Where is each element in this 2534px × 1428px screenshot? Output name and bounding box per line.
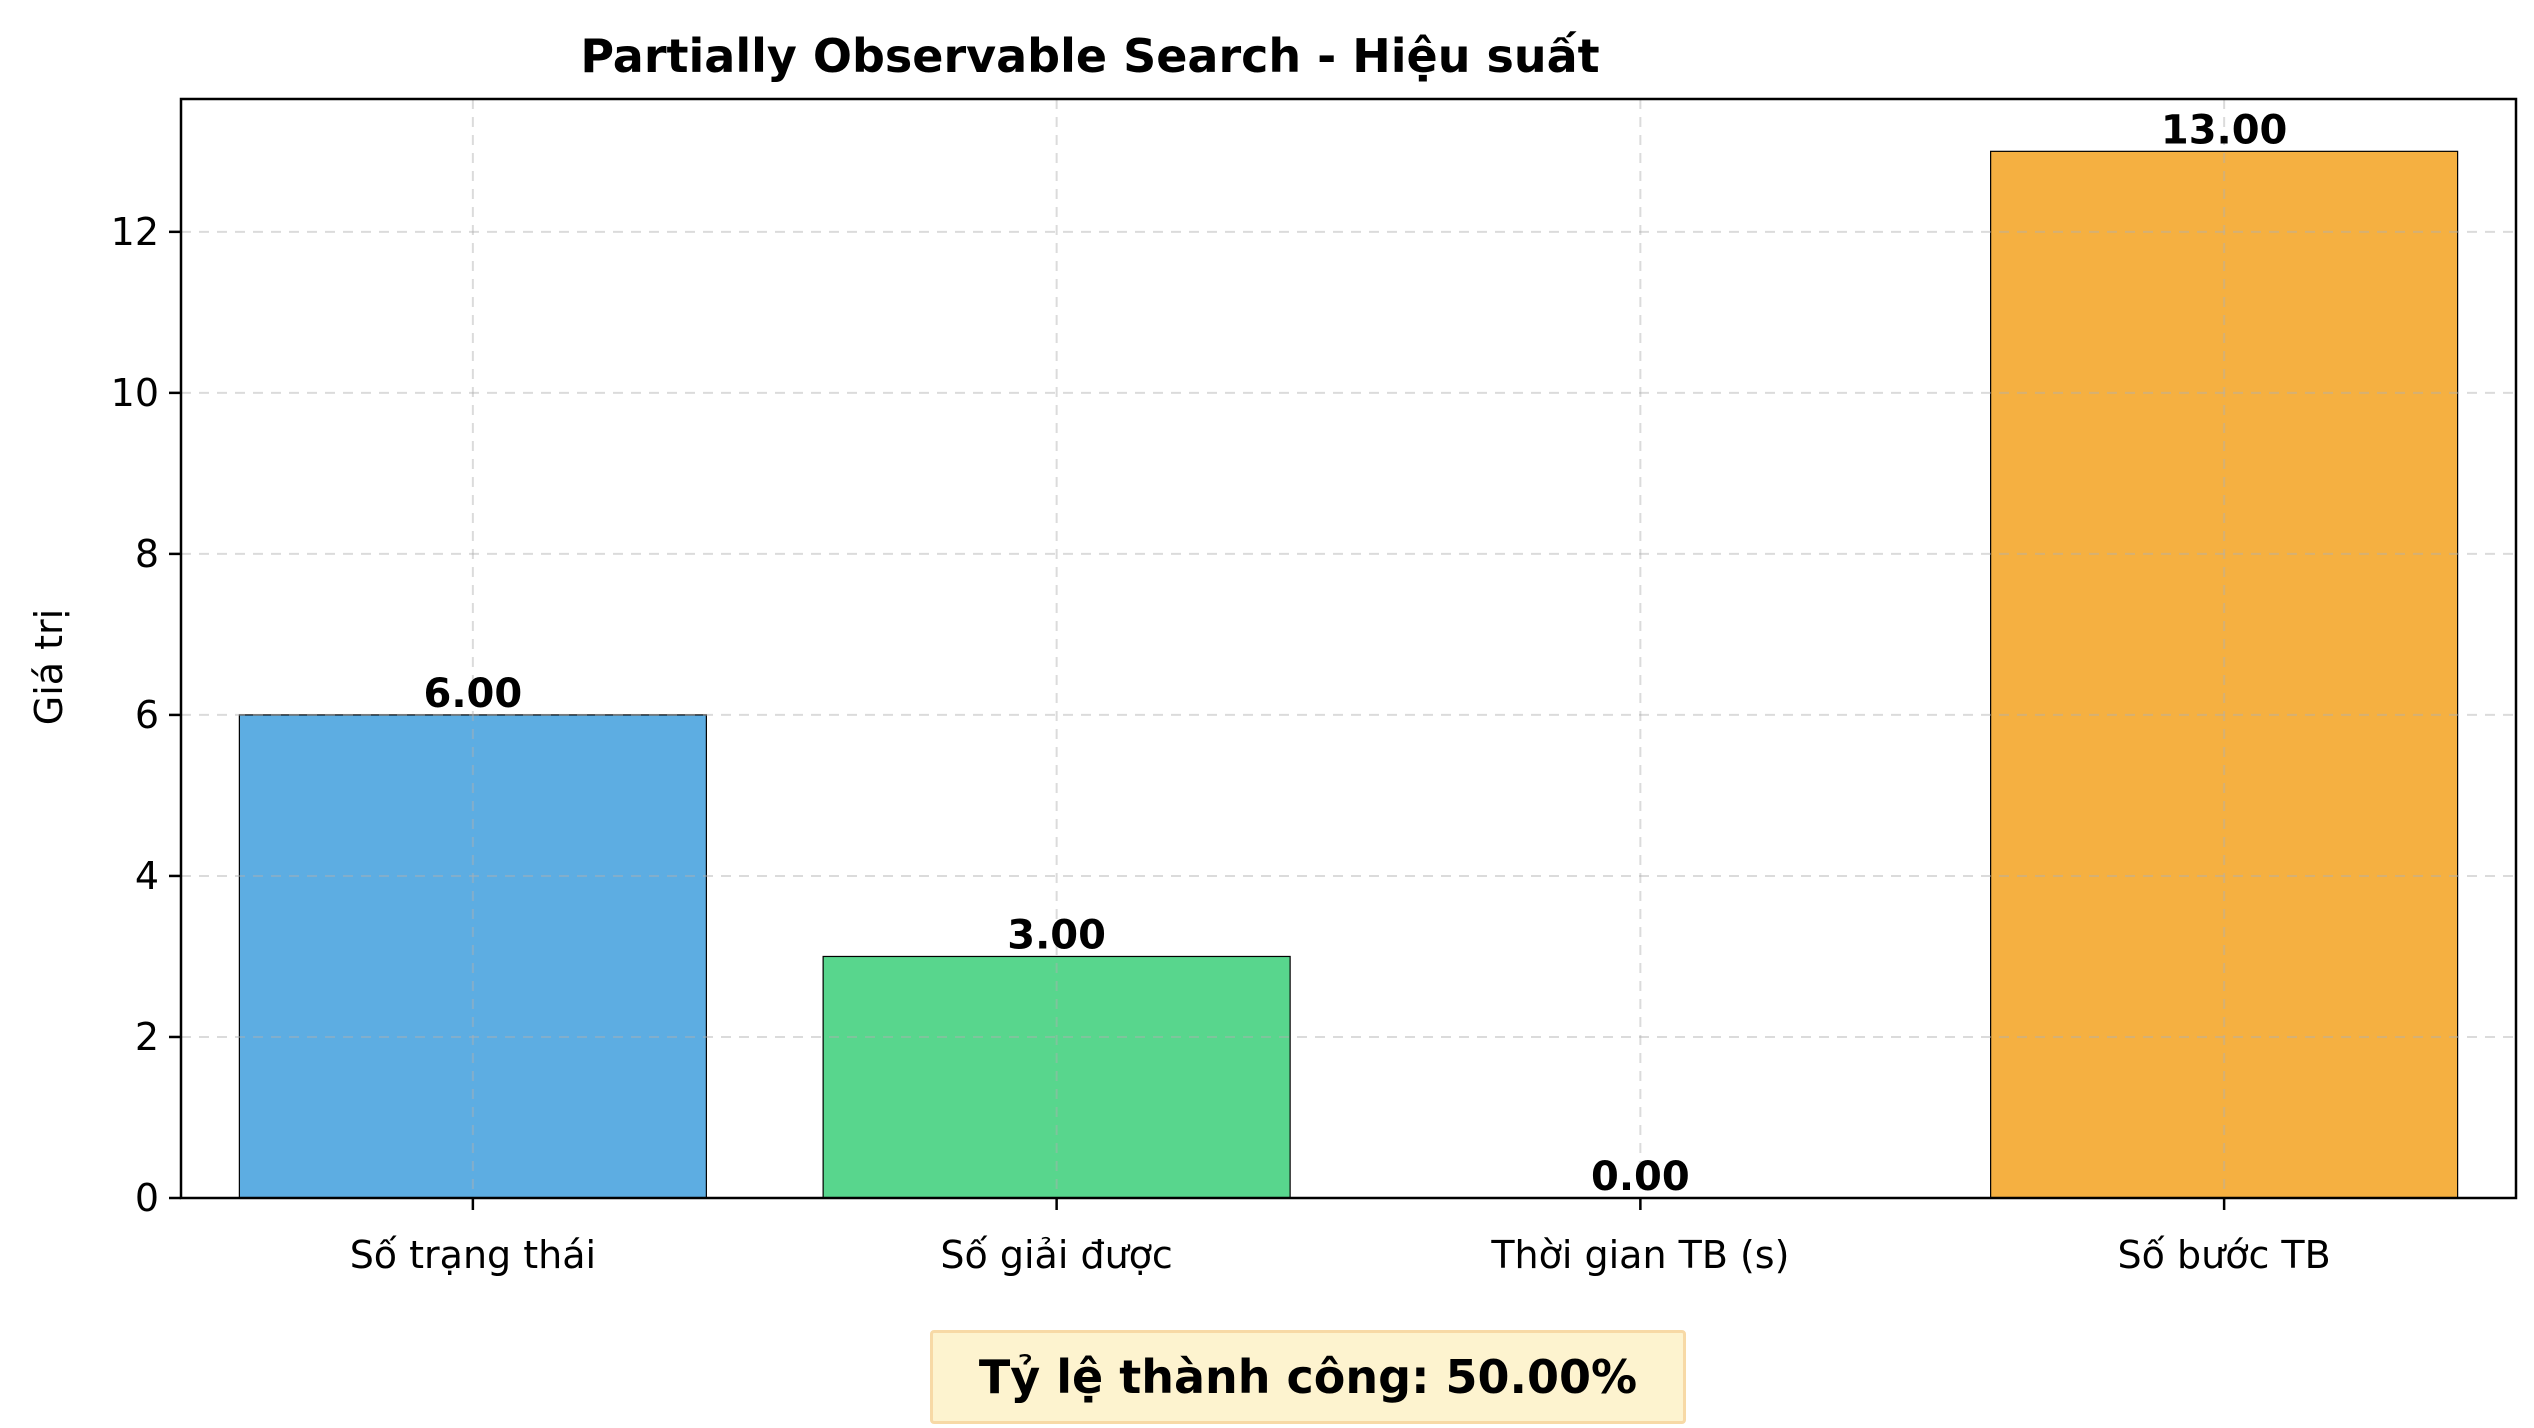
bar-chart: Partially Observable Search - Hiệu suất … — [27, 29, 2518, 1277]
bar-value-label: 6.00 — [424, 671, 523, 717]
bar — [822, 955, 1291, 1199]
x-tick-label: Thời gian TB (s) — [1490, 1233, 1789, 1277]
success-rate-text: Tỷ lệ thành công: 50.00% — [978, 1350, 1638, 1404]
bar-value-label: 0.00 — [1591, 1154, 1690, 1200]
x-tick-label: Số trạng thái — [350, 1233, 596, 1277]
y-tick-label: 2 — [135, 1015, 159, 1059]
bar-value-label: 13.00 — [2161, 107, 2288, 153]
y-tick-label: 12 — [111, 210, 159, 254]
y-tick-label: 4 — [135, 854, 159, 898]
chart-title: Partially Observable Search - Hiệu suất — [580, 29, 1599, 83]
bar — [1990, 150, 2459, 1199]
y-tick-label: 0 — [135, 1176, 159, 1220]
bar — [238, 714, 707, 1199]
y-axis-label: Giá trị — [27, 609, 71, 725]
plot-frame — [179, 97, 2518, 1200]
y-tick-label: 6 — [135, 693, 159, 737]
x-tick-label: Số bước TB — [2118, 1233, 2331, 1277]
x-tick-label: Số giải được — [940, 1233, 1172, 1277]
success-rate-box: Tỷ lệ thành công: 50.00% — [930, 1330, 1686, 1424]
y-tick-label: 10 — [111, 371, 159, 415]
plot-area: 6.00 3.00 0.00 13.00 0 2 4 6 8 10 12 Số trạng thái S… — [111, 97, 2518, 1277]
bar-value-label: 3.00 — [1007, 912, 1106, 958]
y-tick-label: 8 — [135, 532, 159, 576]
